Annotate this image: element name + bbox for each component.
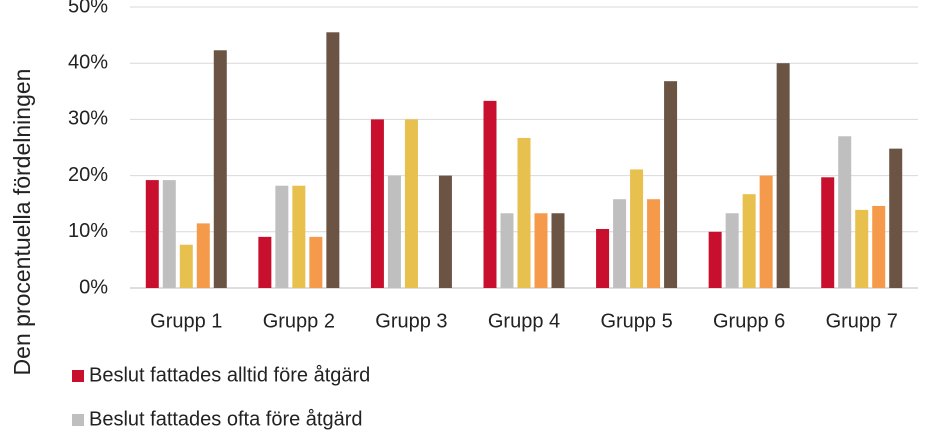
bar bbox=[326, 32, 340, 288]
bar bbox=[821, 177, 835, 288]
x-tick-label: Grupp 2 bbox=[263, 310, 335, 332]
x-tick-label: Grupp 7 bbox=[826, 310, 898, 332]
bar bbox=[292, 185, 306, 288]
bar bbox=[534, 213, 548, 288]
x-tick-label: Grupp 4 bbox=[488, 310, 560, 332]
bar bbox=[500, 213, 514, 288]
bar bbox=[708, 231, 722, 288]
bar bbox=[162, 180, 176, 288]
bar bbox=[776, 63, 790, 289]
y-tick-label: 10% bbox=[68, 220, 108, 242]
bar bbox=[647, 199, 661, 288]
bar bbox=[664, 81, 678, 289]
bar bbox=[613, 199, 627, 288]
bar bbox=[387, 175, 401, 288]
bar bbox=[275, 185, 289, 288]
x-tick-label: Grupp 1 bbox=[150, 310, 222, 332]
legend-swatch bbox=[72, 414, 84, 426]
legend-label: Beslut fattades ofta före åtgärd bbox=[89, 408, 363, 430]
bar bbox=[517, 137, 531, 288]
bar bbox=[596, 228, 610, 288]
bar bbox=[872, 205, 886, 288]
bar bbox=[213, 50, 227, 288]
bar bbox=[855, 209, 869, 288]
y-axis-title: Den procentuella fördelningen bbox=[9, 69, 35, 376]
bar bbox=[145, 180, 159, 288]
bar bbox=[309, 236, 323, 288]
bar bbox=[725, 213, 739, 288]
bar bbox=[838, 136, 852, 288]
bar bbox=[483, 100, 497, 288]
bar bbox=[889, 148, 903, 288]
bar bbox=[630, 169, 644, 288]
y-tick-label: 20% bbox=[68, 164, 108, 186]
legend-label: Beslut fattades alltid före åtgärd bbox=[89, 364, 370, 386]
x-tick-label: Grupp 5 bbox=[600, 310, 672, 332]
bar bbox=[438, 175, 452, 288]
bar bbox=[370, 119, 384, 289]
bar bbox=[179, 244, 193, 288]
bar bbox=[404, 119, 418, 289]
bar bbox=[196, 223, 210, 288]
bar bbox=[551, 213, 565, 288]
y-tick-label: 30% bbox=[68, 108, 108, 130]
bar bbox=[759, 175, 773, 288]
y-tick-label: 40% bbox=[68, 51, 108, 73]
y-tick-label: 0% bbox=[79, 276, 108, 298]
bar bbox=[258, 236, 272, 288]
y-tick-label: 50% bbox=[68, 0, 108, 17]
x-tick-label: Grupp 3 bbox=[375, 310, 447, 332]
x-tick-label: Grupp 6 bbox=[713, 310, 785, 332]
bar bbox=[742, 194, 756, 288]
legend-swatch bbox=[72, 370, 84, 382]
